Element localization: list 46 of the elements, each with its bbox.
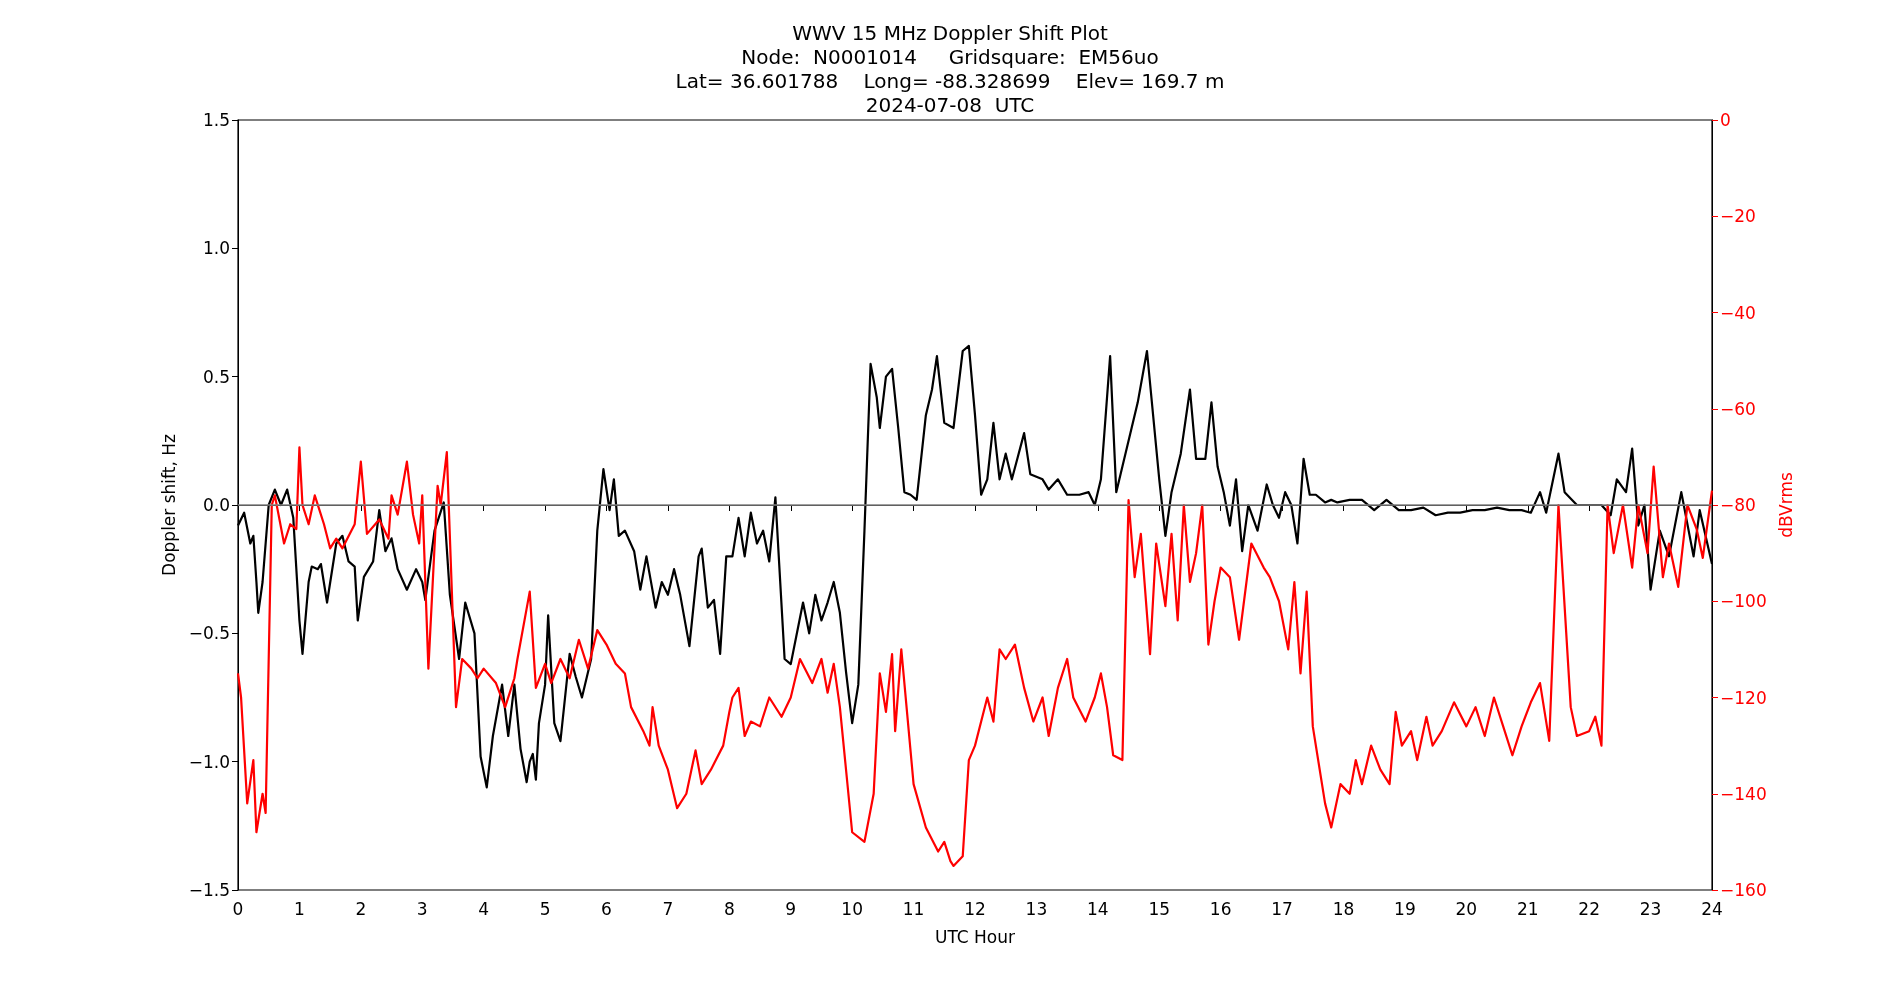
x-tick-label: 20: [1455, 898, 1478, 919]
x-tick-label: 1: [294, 898, 305, 919]
y2-tick-label: −20: [1720, 206, 1756, 227]
y-tick-label: −1.0: [188, 751, 230, 772]
x-tick-label: 19: [1394, 898, 1416, 919]
x-axis-title: UTC Hour: [934, 926, 1016, 947]
y2-tick-label: −40: [1720, 302, 1756, 323]
x-tick-label: 5: [539, 898, 551, 919]
x-tick-label: 23: [1639, 898, 1662, 919]
x-tick-label: 9: [785, 898, 797, 919]
x-tick-label: 22: [1578, 898, 1600, 919]
y-tick-label: 0.5: [202, 366, 230, 387]
y2-tick-label: 0: [1720, 110, 1731, 130]
y-tick-label: 1.0: [202, 238, 230, 259]
y2-tick-label: −140: [1720, 783, 1767, 804]
y2-tick-label: −120: [1720, 687, 1767, 708]
y-tick-label: −0.5: [188, 623, 230, 644]
y2-tick-label: −160: [1720, 880, 1767, 900]
x-tick-label: 3: [416, 898, 428, 919]
x-tick-label: 11: [902, 898, 925, 919]
chart-title: WWV 15 MHz Doppler Shift Plot: [792, 21, 1108, 45]
x-tick-label: 2: [355, 898, 367, 919]
x-tick-label: 10: [841, 898, 863, 919]
y-tick-label: 1.5: [202, 110, 230, 130]
y2-tick-label: −100: [1720, 591, 1767, 612]
y-axis-title: Doppler shift, Hz: [159, 433, 180, 576]
y-tick-label: 0.0: [202, 495, 230, 515]
x-tick-label: 21: [1516, 898, 1539, 919]
x-tick-label: 14: [1087, 898, 1109, 919]
x-tick-label: 18: [1332, 898, 1355, 919]
x-tick-label: 13: [1025, 898, 1048, 919]
x-tick-label: 17: [1271, 898, 1293, 919]
x-tick-label: 8: [723, 898, 735, 919]
x-tick-label: 15: [1148, 898, 1171, 919]
x-tick-label: 4: [478, 898, 490, 919]
x-tick-label: 6: [601, 898, 612, 919]
x-tick-label: 12: [964, 898, 986, 919]
x-tick-label: 0: [232, 898, 244, 919]
y-tick-label: −1.5: [188, 880, 230, 900]
y2-tick-label: −60: [1720, 398, 1756, 419]
y2-axis-title: dBVrms: [1776, 472, 1797, 538]
x-tick-label: 7: [662, 898, 674, 919]
x-tick-label: 24: [1701, 898, 1723, 919]
x-tick-label: 16: [1209, 898, 1232, 919]
chart-subtitle: Node: N0001014 Gridsquare: EM56uo Lat= 36.601788 Long= -88.328699 Elev= 169.7 m 2024-07-08 UTC: [675, 45, 1225, 117]
y2-tick-label: −80: [1720, 495, 1756, 515]
